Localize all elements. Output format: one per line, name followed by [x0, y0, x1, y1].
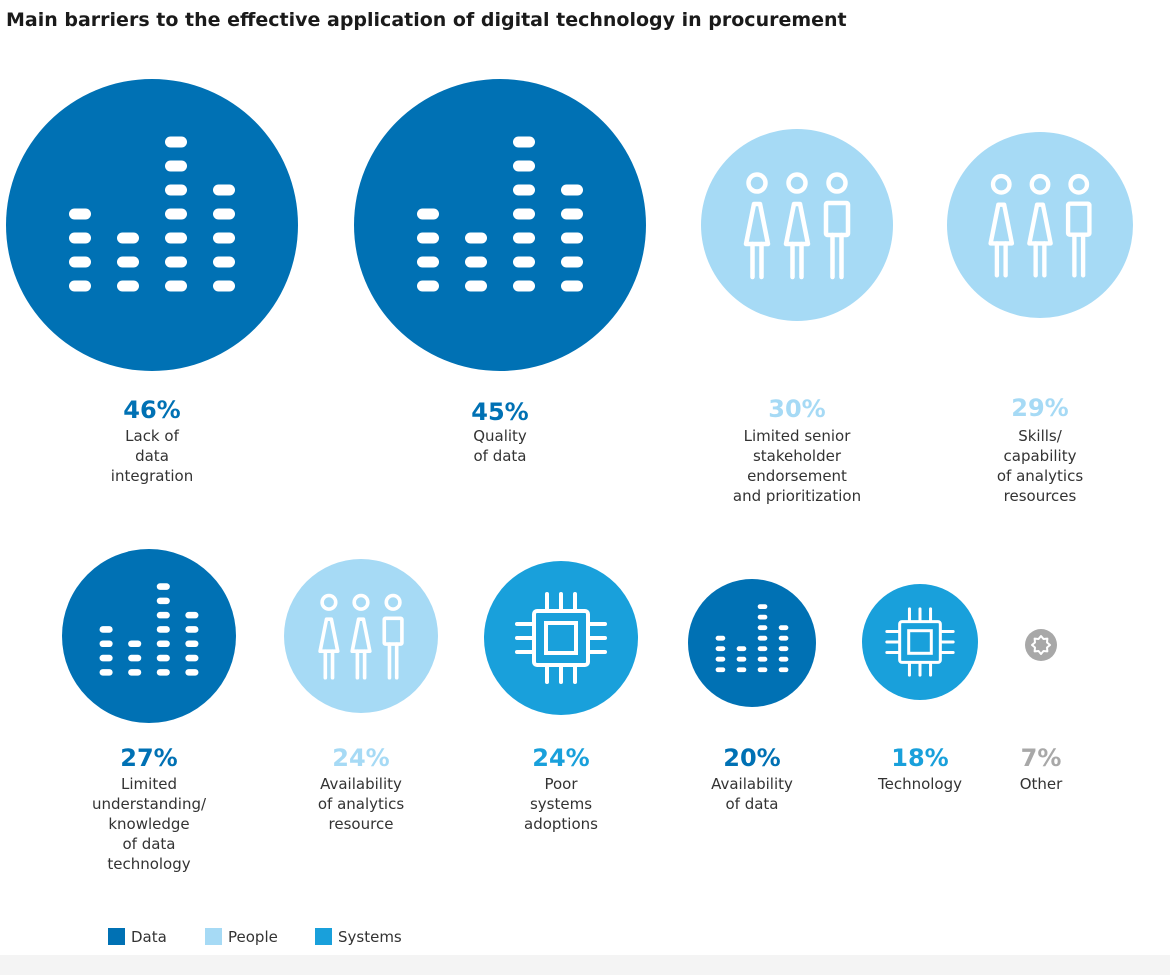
legend-label: Systems [338, 928, 402, 946]
bubble-item: 29% Skills/capability of analytics resource… [947, 132, 1133, 505]
percent-label: 30% [768, 395, 825, 423]
bubble-label-line: technology [107, 855, 190, 873]
people-icon [318, 593, 404, 680]
bubble-label-line: Poor [544, 775, 578, 793]
bubble-label-line: systems [530, 795, 592, 813]
legend-swatch [108, 928, 125, 945]
bubble-item: 18% Technology [862, 584, 978, 793]
bubble-label-line: Skills/ [1018, 427, 1063, 445]
percent-label: 24% [332, 744, 389, 772]
footer-strip [0, 955, 1170, 975]
bubble-item: 20% Availability of data [688, 579, 816, 813]
bubble-label-line: resources [1004, 487, 1077, 505]
percent-label: 18% [891, 744, 948, 772]
bubble-label-line: understanding/ [92, 795, 207, 813]
bubble-label-line: and prioritization [733, 487, 861, 505]
bubble-label-line: of analytics [997, 467, 1083, 485]
gear-icon [1031, 635, 1051, 655]
bubble-label-line: stakeholder [753, 447, 842, 465]
bar-dots-icon [99, 583, 199, 676]
percent-label: 46% [123, 396, 180, 424]
bubble-label-line: resource [329, 815, 394, 833]
bubble [862, 584, 978, 700]
bubble-item: 45%Quality of data [354, 79, 646, 465]
bubble-item: 46% Lack of data integration [6, 79, 298, 485]
bubble-item: 24% Poor systems adoptions [484, 561, 638, 833]
bar-dots-icon [715, 604, 789, 673]
percent-label: 24% [532, 744, 589, 772]
bubble [62, 549, 236, 723]
bubble-label-line: Technology [877, 775, 962, 793]
bubble-label-line: capability [1004, 447, 1077, 465]
bubble-label-line: Other [1020, 775, 1063, 793]
bubble [701, 129, 893, 321]
legend-label: Data [131, 928, 167, 946]
chip-icon [515, 592, 607, 684]
bubble [6, 79, 298, 371]
bubble-item: 30% Limited senior stakeholder endorsement a… [701, 129, 893, 505]
bubble-label-line: Availability [711, 775, 793, 793]
bubble-label-line: integration [111, 467, 193, 485]
bubble-label-line: of analytics [318, 795, 404, 813]
bubble [484, 561, 638, 715]
chip-icon [885, 607, 955, 677]
bar-dots-icon [69, 136, 235, 292]
people-icon [988, 173, 1092, 278]
bubble-label-line: of data [725, 795, 778, 813]
percent-label: 29% [1011, 394, 1068, 422]
bubble-label-line: Limited [121, 775, 177, 793]
bubble-item: 7% Other [1020, 629, 1063, 793]
bubble-label-line: Limited senior [744, 427, 852, 445]
bubble-item: 24% Availability of analytics resource [284, 559, 438, 833]
bubble [1025, 629, 1057, 661]
bubble [947, 132, 1133, 318]
bubble-label-line: endorsement [747, 467, 847, 485]
percent-label: 20% [723, 744, 780, 772]
bubble [284, 559, 438, 713]
people-icon [743, 172, 851, 280]
bubble-label-line: knowledge [108, 815, 189, 833]
bubble-item: 27% Limited understanding/knowledge of data… [62, 549, 236, 873]
bubble-label-line: adoptions [524, 815, 598, 833]
bubble-label-line: Availability [320, 775, 402, 793]
bubble-label-line: Lack of [125, 427, 179, 445]
percent-label: 7% [1021, 744, 1062, 772]
bubble-label-line: of data [122, 835, 175, 853]
legend-label: People [228, 928, 278, 946]
legend: Data People Systems [108, 928, 402, 946]
bubble-label-line: of data [473, 447, 526, 465]
bubble-label-line: data [135, 447, 169, 465]
percent-label: 45% [471, 398, 528, 426]
bubble [688, 579, 816, 707]
bar-dots-icon [417, 136, 583, 292]
chart-title: Main barriers to the effective applicati… [6, 9, 847, 31]
legend-swatch [205, 928, 222, 945]
bubble [354, 79, 646, 371]
legend-swatch [315, 928, 332, 945]
bubble-label-line: Quality [473, 427, 527, 445]
percent-label: 27% [120, 744, 177, 772]
